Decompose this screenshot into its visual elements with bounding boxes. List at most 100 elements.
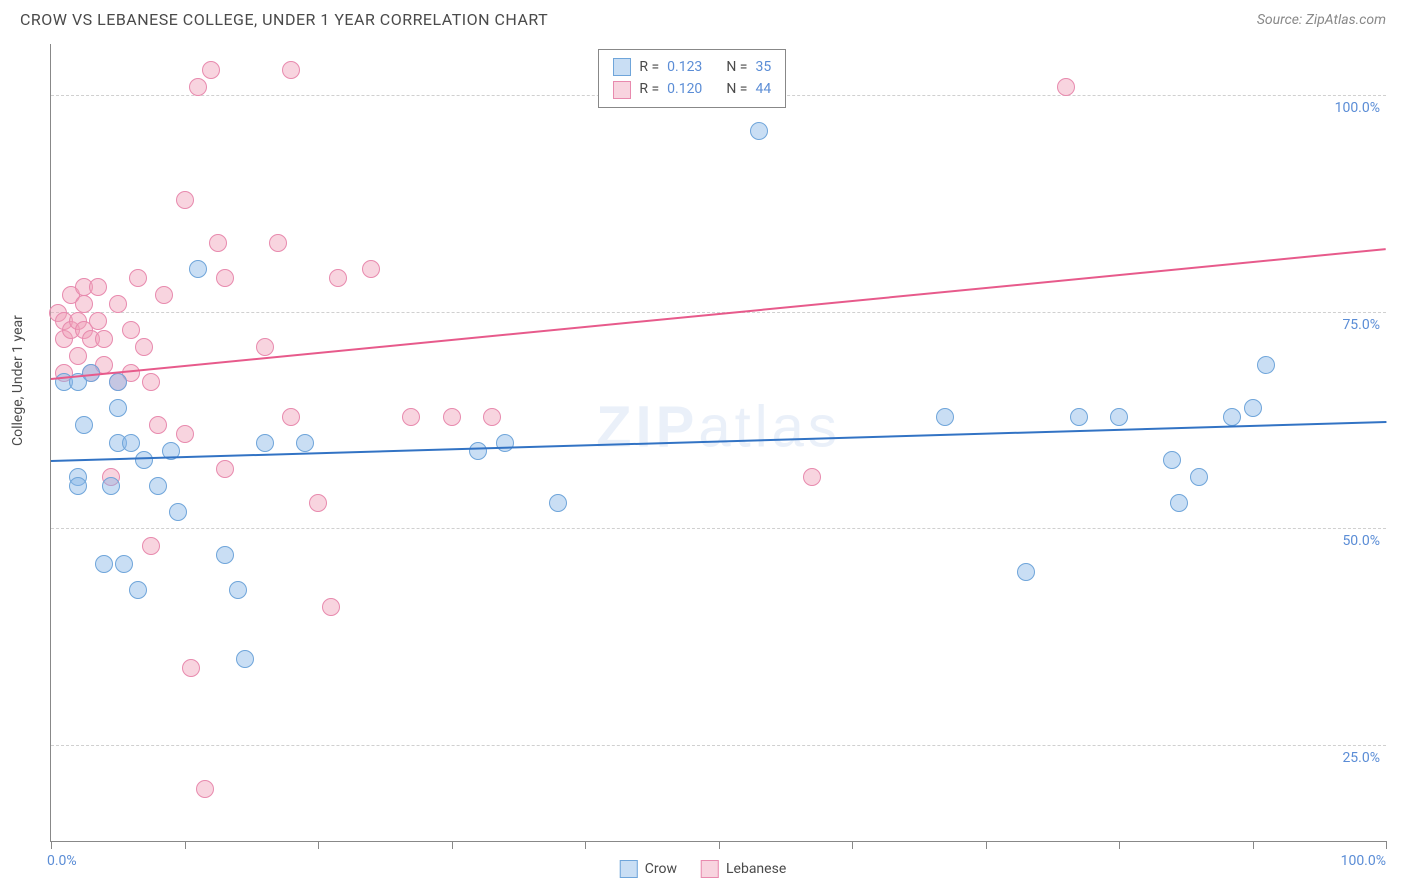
crow-point <box>1163 451 1181 469</box>
lebanese-point <box>89 312 107 330</box>
correlation-info-box: R = 0.123 N = 35R = 0.120 N = 44 <box>598 49 786 108</box>
lebanese-point <box>309 494 327 512</box>
lebanese-point <box>209 234 227 252</box>
lebanese-point <box>69 347 87 365</box>
crow-point <box>936 408 954 426</box>
lebanese-point <box>182 659 200 677</box>
crow-point <box>1017 563 1035 581</box>
lebanese-point <box>216 269 234 287</box>
swatch-icon <box>701 860 719 878</box>
crow-point <box>1244 399 1262 417</box>
crow-point <box>109 399 127 417</box>
lebanese-point <box>282 61 300 79</box>
lebanese-point <box>322 598 340 616</box>
x-tick <box>185 841 186 849</box>
lebanese-point <box>282 408 300 426</box>
gridline <box>51 745 1386 746</box>
x-tick <box>1386 841 1387 849</box>
lebanese-point <box>75 295 93 313</box>
chart-title: CROW VS LEBANESE COLLEGE, UNDER 1 YEAR C… <box>20 10 548 29</box>
x-tick <box>852 841 853 849</box>
lebanese-point <box>329 269 347 287</box>
lebanese-point <box>196 780 214 798</box>
header: CROW VS LEBANESE COLLEGE, UNDER 1 YEAR C… <box>0 0 1406 35</box>
lebanese-point <box>155 286 173 304</box>
info-r-value: 0.120 <box>667 78 702 100</box>
gridline <box>51 528 1386 529</box>
swatch-icon <box>613 58 631 76</box>
crow-point <box>1170 494 1188 512</box>
y-axis-title: College, Under 1 year <box>10 315 26 446</box>
info-r-label: R = <box>639 78 659 100</box>
lebanese-point <box>109 295 127 313</box>
crow-point <box>69 477 87 495</box>
lebanese-point <box>142 537 160 555</box>
crow-point <box>1190 468 1208 486</box>
lebanese-point <box>483 408 501 426</box>
crow-point <box>102 477 120 495</box>
scatter-chart: ZIPatlas 25.0%50.0%75.0%100.0%0.0%100.0%… <box>50 44 1386 842</box>
x-tick <box>719 841 720 849</box>
lebanese-point <box>202 61 220 79</box>
lebanese-point <box>176 425 194 443</box>
swatch-icon <box>620 860 638 878</box>
lebanese-point <box>142 373 160 391</box>
crow-point <box>109 373 127 391</box>
crow-point <box>1257 356 1275 374</box>
x-tick-label: 0.0% <box>47 853 77 869</box>
lebanese-point <box>443 408 461 426</box>
crow-point <box>149 477 167 495</box>
legend-item-lebanese: Lebanese <box>701 860 786 878</box>
crow-point <box>129 581 147 599</box>
crow-point <box>75 416 93 434</box>
crow-point <box>1110 408 1128 426</box>
crow-point <box>256 434 274 452</box>
lebanese-point <box>269 234 287 252</box>
crow-point <box>135 451 153 469</box>
x-tick <box>51 841 52 849</box>
watermark: ZIPatlas <box>596 393 841 460</box>
x-tick <box>986 841 987 849</box>
x-tick <box>585 841 586 849</box>
x-tick <box>318 841 319 849</box>
crow-point <box>189 260 207 278</box>
swatch-icon <box>613 81 631 99</box>
crow-point <box>229 581 247 599</box>
x-tick <box>1253 841 1254 849</box>
crow-point <box>169 503 187 521</box>
y-tick-label: 50.0% <box>1342 533 1380 549</box>
crow-point <box>549 494 567 512</box>
lebanese-point <box>216 460 234 478</box>
crow-point <box>1070 408 1088 426</box>
x-tick <box>1119 841 1120 849</box>
lebanese-point <box>122 321 140 339</box>
crow-point <box>296 434 314 452</box>
lebanese-point <box>135 338 153 356</box>
info-row-crow: R = 0.123 N = 35 <box>613 56 771 78</box>
lebanese-point <box>129 269 147 287</box>
crow-point <box>750 122 768 140</box>
lebanese-point <box>149 416 167 434</box>
legend-label: Lebanese <box>726 861 786 877</box>
info-row-lebanese: R =0.120N =44 <box>613 78 771 100</box>
info-n-label: N = <box>726 56 747 78</box>
legend: Crow Lebanese <box>620 860 786 878</box>
lebanese-point <box>402 408 420 426</box>
lebanese-point <box>803 468 821 486</box>
info-r-value: 0.123 <box>667 56 702 78</box>
legend-item-crow: Crow <box>620 860 677 878</box>
lebanese-point <box>89 278 107 296</box>
y-tick-label: 100.0% <box>1335 100 1380 116</box>
info-r-label: R = <box>639 56 659 78</box>
crow-point <box>122 434 140 452</box>
lebanese-point <box>95 330 113 348</box>
crow-point <box>469 442 487 460</box>
y-tick-label: 75.0% <box>1342 317 1380 333</box>
info-n-value: 44 <box>755 78 771 100</box>
crow-point <box>115 555 133 573</box>
legend-label: Crow <box>645 861 677 877</box>
x-tick <box>452 841 453 849</box>
info-n-value: 35 <box>755 56 771 78</box>
lebanese-point <box>1057 78 1075 96</box>
crow-trendline <box>51 421 1386 462</box>
